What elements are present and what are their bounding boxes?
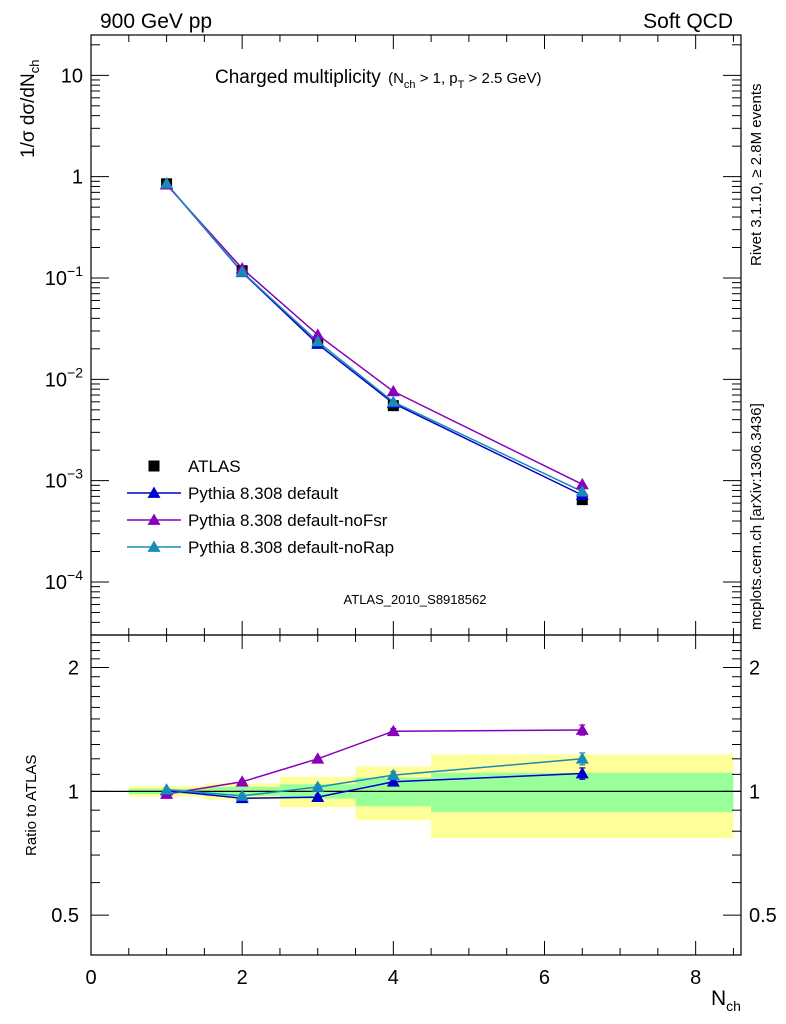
mc-line-default	[166, 183, 583, 496]
legend-label-noRap: Pythia 8.308 default-noRap	[188, 538, 394, 557]
legend-label-noFsr: Pythia 8.308 default-noFsr	[188, 511, 388, 530]
mc-marker-noFsr	[575, 477, 589, 490]
ratio-marker-default	[575, 767, 589, 779]
ratio-marker-noFsr	[575, 723, 589, 735]
y-tick-label: 10	[61, 65, 83, 87]
legend: ATLAS Pythia 8.308 default Pythia 8.308 de…	[127, 457, 394, 557]
x-tick-label: 6	[539, 967, 550, 989]
x-tick-label: 0	[85, 967, 96, 989]
main-ylabel: 1/σ dσ/dNch	[18, 60, 42, 158]
mc-line-noFsr	[166, 184, 583, 486]
y-tick-label: 10−2	[45, 364, 83, 391]
ratio-y-tick-label-right: 2	[749, 658, 760, 680]
ratio-frame	[90, 634, 742, 956]
legend-label-default: Pythia 8.308 default	[188, 484, 339, 503]
mc-marker-noRap	[386, 395, 400, 407]
ratio-marker-noRap	[575, 752, 589, 764]
chart-title: Charged multiplicity (Nch > 1, pT > 2.5 …	[215, 67, 542, 91]
x-axis-title: Nch	[711, 987, 741, 1014]
mc-marker-noFsr	[386, 384, 400, 397]
ratio-y-tick-label: 1	[68, 781, 79, 803]
mc-marker-noRap	[575, 485, 589, 497]
y-tick-label: 1	[72, 167, 83, 189]
y-tick-label: 10−3	[45, 466, 83, 493]
ratio-y-tick-label-right: 0.5	[749, 905, 777, 927]
ratio-marker-noFsr	[235, 775, 249, 787]
mcplots-label: mcplots.cern.ch [arXiv:1306.3436]	[748, 403, 765, 630]
y-tick-label: 10−4	[45, 567, 83, 594]
chart-title-sub: (Nch > 1, pT > 2.5 GeV)	[388, 70, 541, 91]
ratio-ylabel: Ratio to ATLAS	[23, 755, 40, 856]
header-left: 900 GeV pp	[100, 10, 212, 33]
legend-marker-noFsr	[147, 513, 161, 525]
legend-atlas-marker	[148, 460, 160, 472]
legend-marker-noRap	[147, 540, 161, 552]
mc-line-noRap	[166, 183, 583, 493]
rivet-label: Rivet 3.1.10, ≥ 2.8M events	[748, 84, 765, 267]
ratio-marker-noRap	[235, 789, 249, 801]
mc-marker-noRap	[160, 177, 174, 189]
header-right: Soft QCD	[643, 10, 733, 33]
ratio-marker-noFsr	[386, 724, 400, 737]
mc-marker-noFsr	[311, 328, 325, 340]
ratio-y-tick-label: 0.5	[51, 905, 79, 927]
y-tick-label: 10−1	[45, 263, 83, 290]
x-tick-label: 2	[237, 967, 248, 989]
ratio-marker-default	[311, 790, 325, 803]
analysis-watermark: ATLAS_2010_S8918562	[344, 592, 487, 607]
x-tick-label: 4	[388, 967, 399, 989]
x-tick-label: 8	[690, 967, 701, 989]
ratio-marker-noRap	[386, 768, 400, 781]
ratio-marker-noRap	[311, 780, 325, 792]
ratio-panel: 0 2 4 6 8 0.5 0.5 1 1 2 2	[51, 634, 777, 989]
main-panel: 10−4 10−3 10−2 10−1 1 10	[45, 34, 742, 636]
legend-marker-default	[147, 486, 161, 498]
ratio-marker-noRap	[160, 783, 174, 795]
chart-title-main: Charged multiplicity	[215, 67, 381, 88]
ratio-marker-default	[386, 775, 400, 787]
mc-marker-noRap	[311, 335, 325, 347]
ratio-y-tick-label: 2	[68, 658, 79, 680]
ratio-y-tick-label-right: 1	[749, 781, 760, 803]
legend-label-atlas: ATLAS	[188, 457, 241, 476]
ratio-marker-noFsr	[311, 752, 325, 764]
mc-marker-noRap	[235, 265, 249, 277]
